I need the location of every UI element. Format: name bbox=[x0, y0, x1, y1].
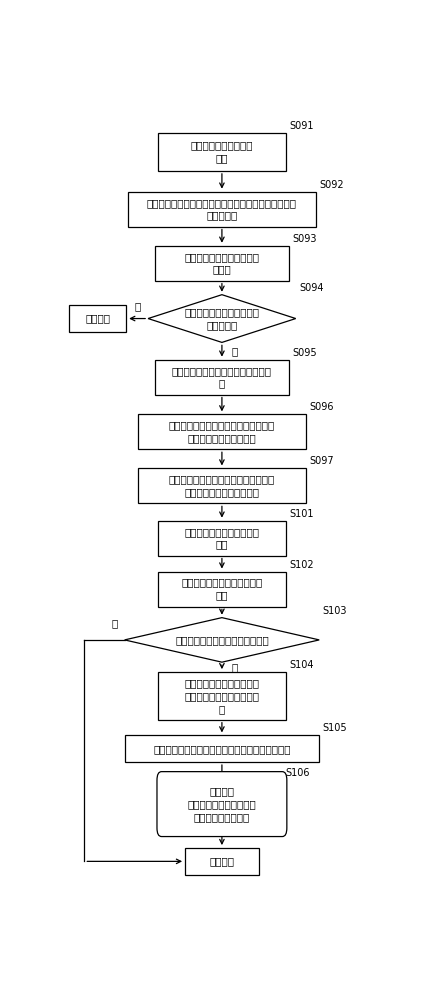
FancyBboxPatch shape bbox=[155, 246, 289, 281]
FancyBboxPatch shape bbox=[185, 848, 259, 875]
FancyBboxPatch shape bbox=[138, 414, 306, 449]
Text: S094: S094 bbox=[299, 283, 323, 293]
Text: 智能终端向云平台上注册车
辆账号: 智能终端向云平台上注册车 辆账号 bbox=[184, 252, 259, 275]
FancyBboxPatch shape bbox=[125, 735, 319, 762]
Text: S093: S093 bbox=[292, 234, 317, 244]
Text: S105: S105 bbox=[323, 723, 347, 733]
Text: 是: 是 bbox=[232, 662, 238, 672]
Text: S095: S095 bbox=[292, 348, 317, 358]
FancyBboxPatch shape bbox=[158, 133, 286, 171]
Text: 智能终端发送调试标定好的车辆性能数据至控制器: 智能终端发送调试标定好的车辆性能数据至控制器 bbox=[153, 744, 291, 754]
Text: S104: S104 bbox=[289, 660, 313, 670]
Text: S092: S092 bbox=[319, 180, 344, 190]
Text: S102: S102 bbox=[289, 560, 313, 570]
FancyBboxPatch shape bbox=[138, 468, 306, 503]
Text: 智能终端将调试标定好的车辆性能数据
和车号信息发送至云平台: 智能终端将调试标定好的车辆性能数据 和车号信息发送至云平台 bbox=[169, 420, 275, 443]
Text: S091: S091 bbox=[289, 121, 313, 131]
FancyBboxPatch shape bbox=[128, 192, 316, 227]
Text: S106: S106 bbox=[286, 768, 310, 778]
Text: 云平台生成注册指令并发送至智能终
端: 云平台生成注册指令并发送至智能终 端 bbox=[172, 366, 272, 388]
Polygon shape bbox=[125, 618, 319, 662]
Text: 控制器发送更新指令给智能
终端: 控制器发送更新指令给智能 终端 bbox=[184, 527, 259, 549]
Polygon shape bbox=[148, 295, 296, 342]
Text: 否: 否 bbox=[112, 618, 118, 628]
FancyBboxPatch shape bbox=[157, 772, 287, 837]
Text: 反馈提示: 反馈提示 bbox=[210, 856, 234, 866]
Text: S103: S103 bbox=[323, 606, 347, 616]
FancyBboxPatch shape bbox=[158, 672, 286, 720]
Text: 智能终端将更新指令发送给云
平台: 智能终端将更新指令发送给云 平台 bbox=[181, 578, 262, 600]
Text: 控制器将
调试标定好的车辆性能数
据配置到主机程序中: 控制器将 调试标定好的车辆性能数 据配置到主机程序中 bbox=[187, 786, 256, 822]
Text: S097: S097 bbox=[309, 456, 334, 466]
Text: 否: 否 bbox=[134, 301, 140, 311]
FancyBboxPatch shape bbox=[158, 521, 286, 556]
Text: 云平台将调试标定好的车辆性能数据和
车号信息存储至车辆账号内: 云平台将调试标定好的车辆性能数据和 车号信息存储至车辆账号内 bbox=[169, 475, 275, 497]
Text: 云平台发送对应的调试标定
好的车辆性能数据至智能终
端: 云平台发送对应的调试标定 好的车辆性能数据至智能终 端 bbox=[184, 678, 259, 714]
FancyBboxPatch shape bbox=[69, 305, 126, 332]
Text: 反馈提示: 反馈提示 bbox=[85, 314, 110, 324]
Text: 原始控制器发送调试标定好的车辆性能数据和车号信息
给智能终端: 原始控制器发送调试标定好的车辆性能数据和车号信息 给智能终端 bbox=[147, 198, 297, 220]
Text: 是: 是 bbox=[232, 346, 238, 356]
Text: S096: S096 bbox=[309, 402, 334, 412]
FancyBboxPatch shape bbox=[155, 360, 289, 395]
Text: 云平台判断待换控制器是否被替换: 云平台判断待换控制器是否被替换 bbox=[175, 635, 269, 645]
Text: 云平台判断车号信息是否为
首次注册？: 云平台判断车号信息是否为 首次注册？ bbox=[184, 307, 259, 330]
Text: 原始控制器和智能终端
绑定: 原始控制器和智能终端 绑定 bbox=[191, 140, 253, 163]
Text: S101: S101 bbox=[289, 509, 313, 519]
FancyBboxPatch shape bbox=[158, 572, 286, 606]
